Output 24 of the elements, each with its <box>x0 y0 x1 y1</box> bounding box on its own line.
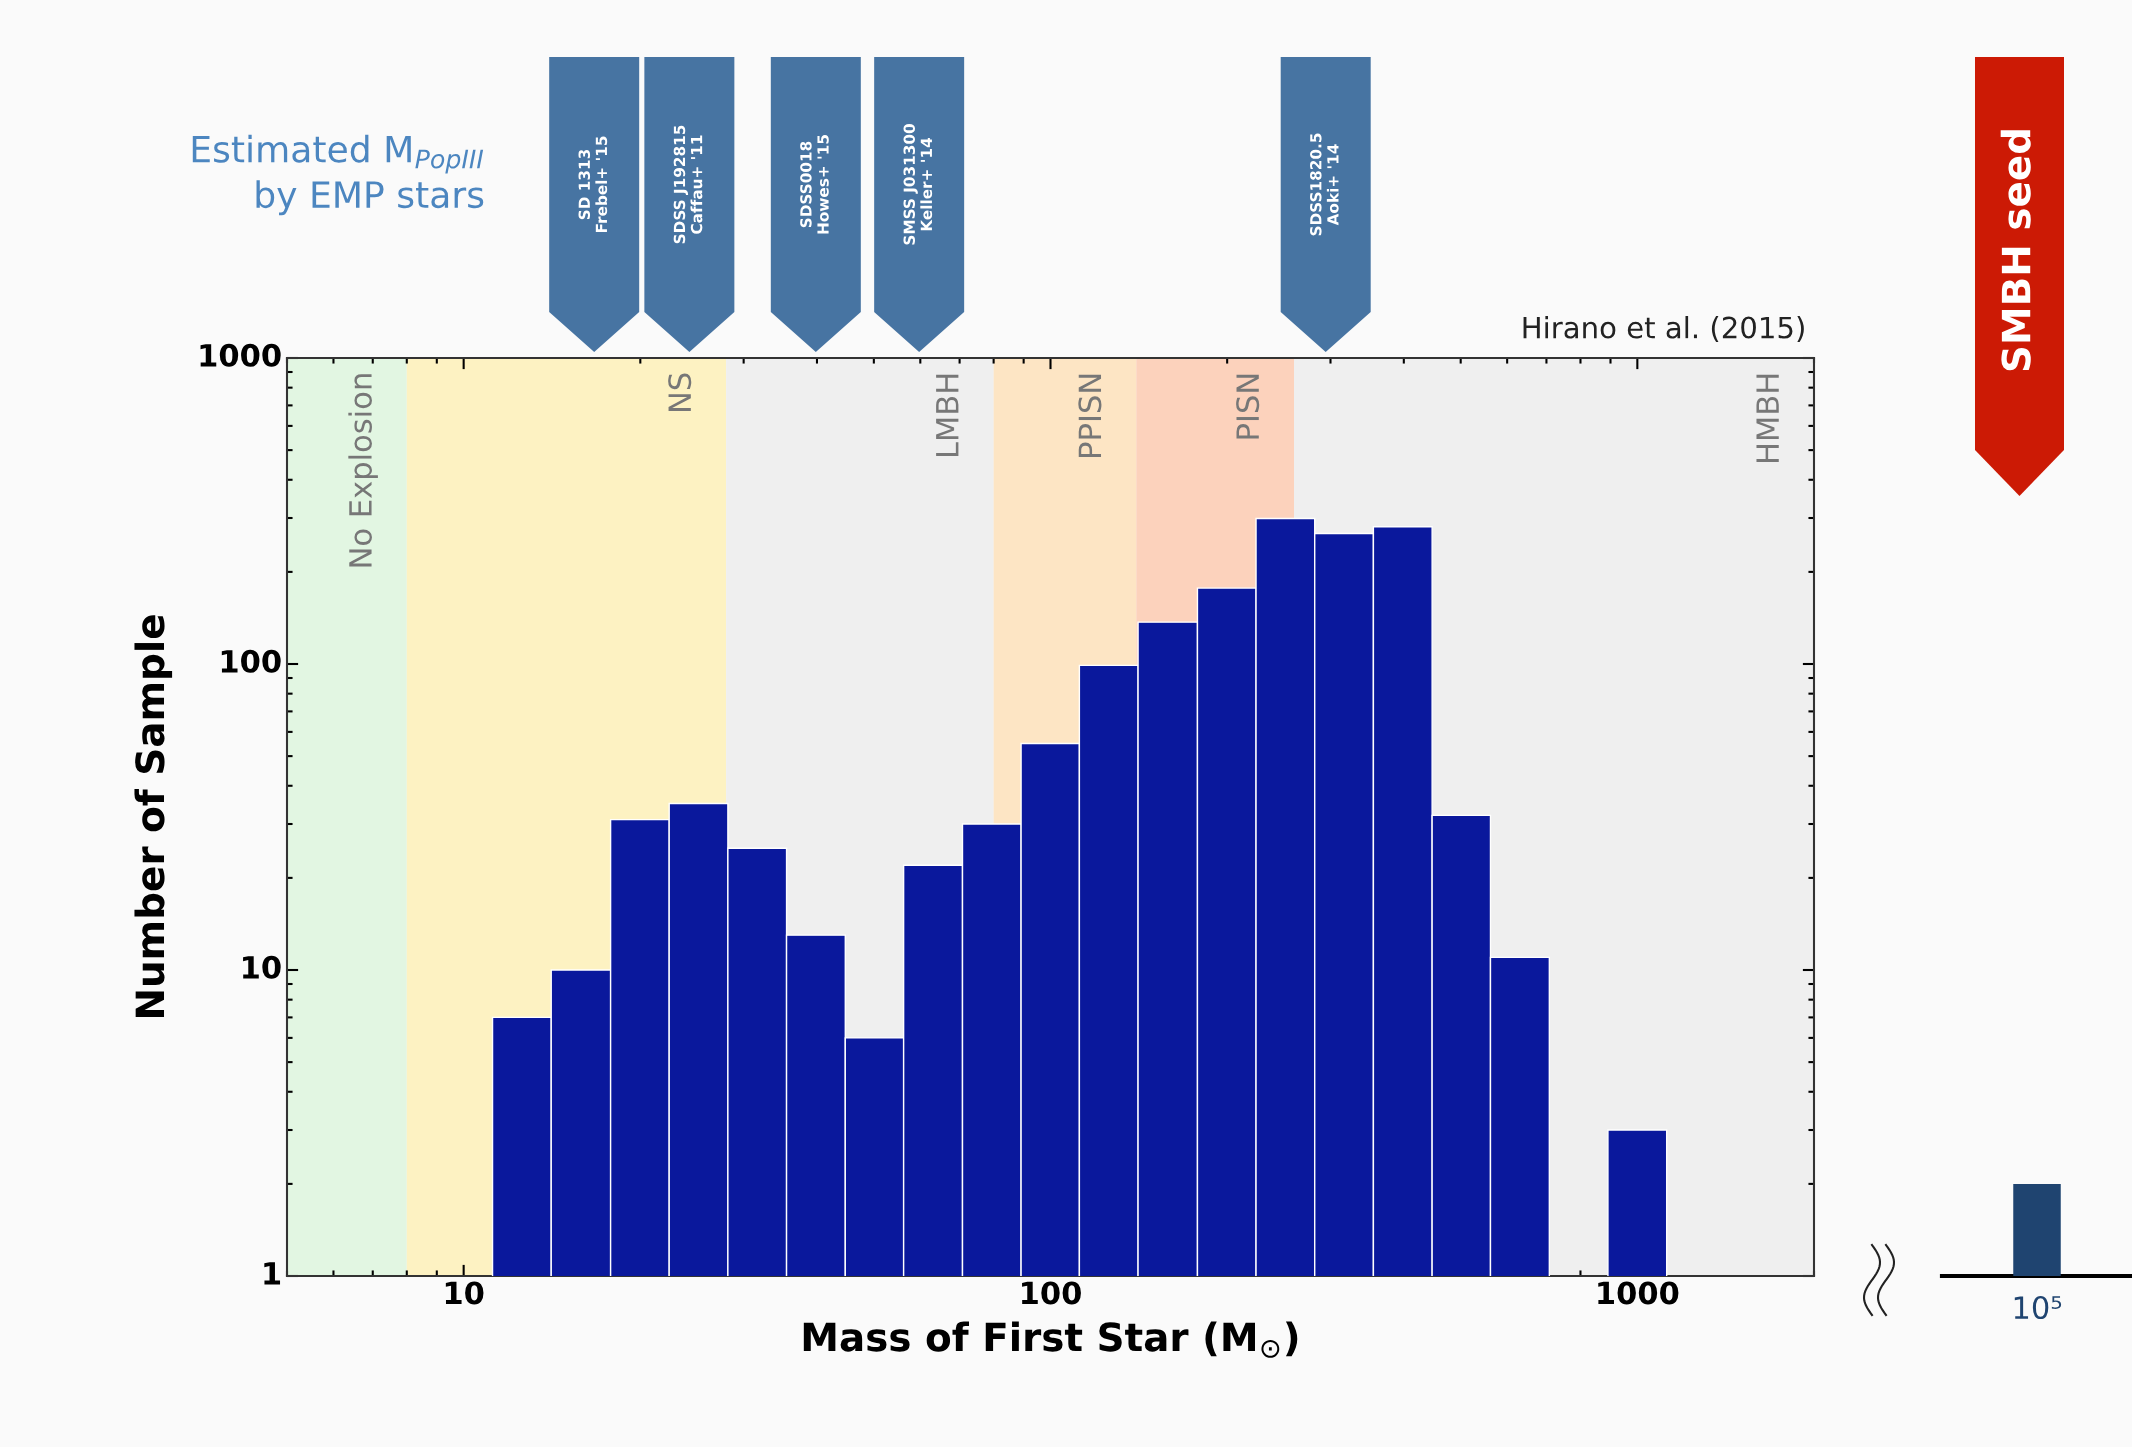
x-tick-label: 10 <box>445 1281 484 1305</box>
text: Hirano et al. (2015) <box>1523 316 1804 343</box>
x-axis-title: Mass of First Star (M$_{⊙}$) <box>803 1321 1298 1358</box>
band-label: PPISN <box>1078 374 1102 457</box>
text: SDSS1820.5 Aoki+ '14 <box>1310 133 1339 236</box>
text: Estimated M$_{PopIII}$ by EMP stars <box>192 134 484 216</box>
y-tick-label: 1000 <box>200 343 281 367</box>
band-label: LMBH <box>936 374 959 457</box>
text: SDSS0018 Howes+ '15 <box>800 135 829 234</box>
y-tick-label: 1 <box>264 1262 281 1285</box>
text: SD 1313 Frebel+ '15 <box>578 136 608 233</box>
band-label: No Explosion <box>348 374 378 567</box>
y-axis-title: Number of Sample <box>134 615 173 1018</box>
text: SMSS J031300 Keller+ '14 <box>903 124 933 245</box>
x-tick-label: 1000 <box>1598 1281 1679 1305</box>
x-tick-label: 10⁵ <box>2014 1295 2062 1320</box>
y-tick-label: 10 <box>243 955 281 979</box>
band-label: HMBH <box>1756 374 1779 463</box>
y-tick-label: 100 <box>221 649 281 673</box>
annotation: SMBH seed <box>2000 130 2031 371</box>
x-tick-label: 100 <box>1022 1281 1081 1305</box>
text: SDSS J192815 Caffau+ '11 <box>673 125 703 244</box>
band-label: PISN <box>1236 374 1260 439</box>
band-label: NS <box>668 373 692 412</box>
